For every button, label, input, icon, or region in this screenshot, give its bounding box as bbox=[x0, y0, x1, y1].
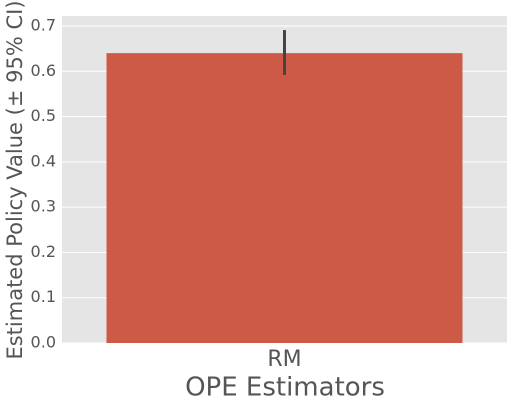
y-tick-label: 0.0 bbox=[31, 333, 56, 352]
y-axis-label: Estimated Policy Value (± 95% CI) bbox=[3, 0, 27, 359]
x-axis-label: OPE Estimators bbox=[185, 373, 385, 403]
y-tick-label: 0.4 bbox=[31, 151, 56, 170]
y-tick-label: 0.3 bbox=[31, 197, 56, 216]
y-tick-label: 0.2 bbox=[31, 242, 56, 261]
x-tick-label: RM bbox=[267, 347, 301, 372]
y-tick-label: 0.5 bbox=[31, 106, 56, 125]
y-tick-label: 0.6 bbox=[31, 61, 56, 80]
y-tick-label: 0.1 bbox=[31, 287, 56, 306]
bar bbox=[106, 53, 463, 344]
y-tick-label: 0.7 bbox=[31, 15, 56, 34]
